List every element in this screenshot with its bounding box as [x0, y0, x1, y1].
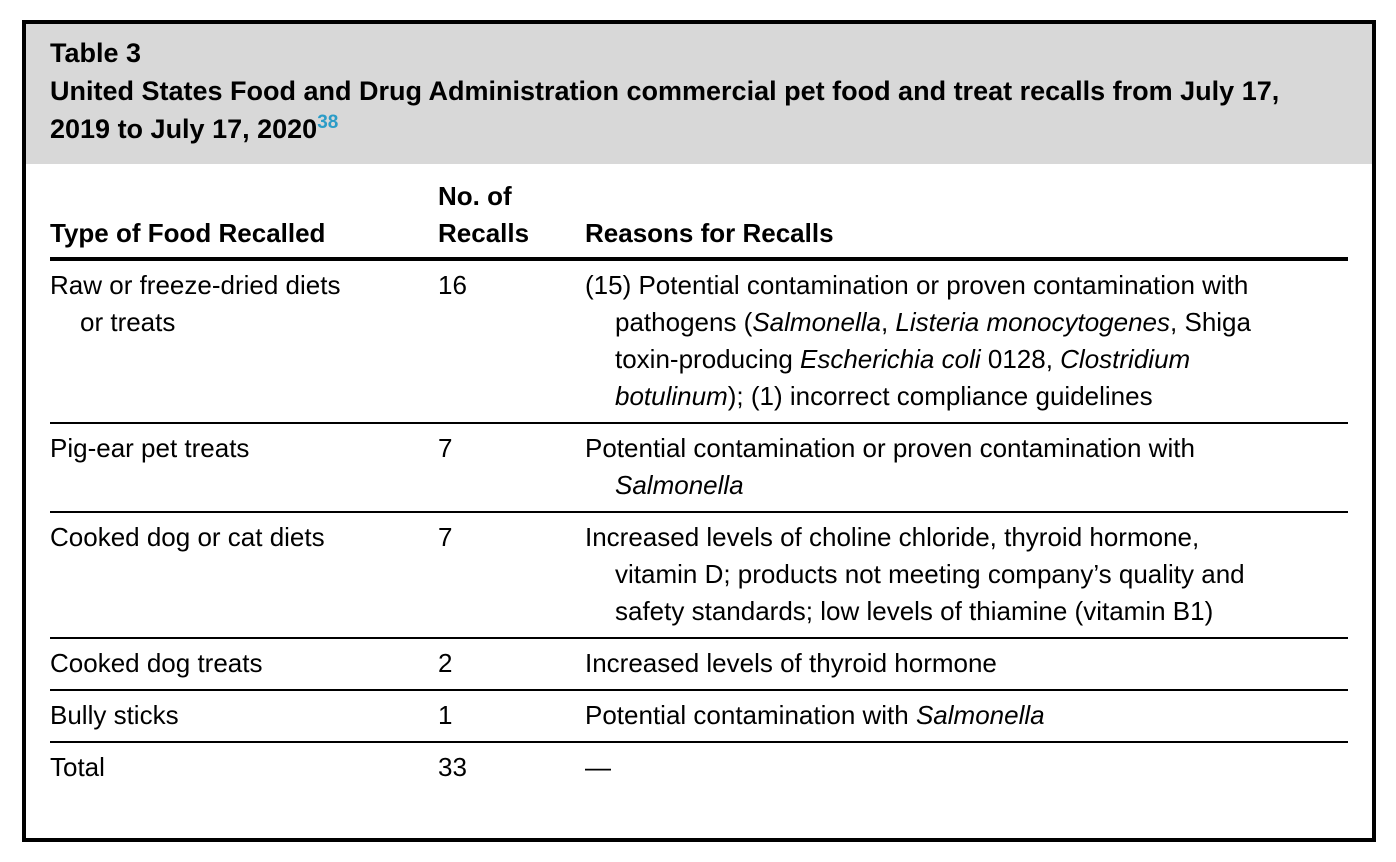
col-header-type: Type of Food Recalled	[50, 218, 326, 248]
cell-count: 16	[438, 270, 467, 300]
cell-type: Cooked dog treats	[50, 648, 263, 678]
col-header-count: No. of Recalls	[438, 181, 530, 248]
table-title-text: United States Food and Drug Administrati…	[50, 76, 1280, 144]
table-header-row: Type of Food Recalled No. of Recalls Rea…	[50, 164, 1348, 261]
table-row: Raw or freeze-dried diets or treats 16 (…	[50, 261, 1348, 424]
cell-type: Total	[50, 752, 105, 782]
table-panel: Table 3 United States Food and Drug Admi…	[22, 20, 1376, 842]
table-row: Cooked dog or cat diets 7 Increased leve…	[50, 513, 1348, 639]
table-title: United States Food and Drug Administrati…	[50, 72, 1346, 148]
table-row: Total 33 —	[50, 743, 1348, 793]
table-row: Cooked dog treats 2 Increased levels of …	[50, 639, 1348, 691]
table-caption: Table 3 United States Food and Drug Admi…	[26, 24, 1372, 164]
cell-count: 1	[438, 700, 453, 730]
cell-reasons: Potential contamination with Salmonella	[585, 700, 1045, 730]
table-body: Raw or freeze-dried diets or treats 16 (…	[50, 261, 1348, 793]
cell-type: Cooked dog or cat diets	[50, 522, 325, 552]
cell-reasons: —	[585, 752, 611, 782]
col-header-reasons: Reasons for Recalls	[585, 218, 834, 248]
cell-reasons: Increased levels of thyroid hormone	[585, 648, 997, 678]
cell-count: 7	[438, 433, 453, 463]
cell-type: Pig-ear pet treats	[50, 433, 250, 463]
cell-count: 2	[438, 648, 453, 678]
table-row: Pig-ear pet treats 7 Potential contamina…	[50, 424, 1348, 513]
cell-type: Bully sticks	[50, 700, 179, 730]
cell-reasons: Potential contamination or proven contam…	[585, 433, 1195, 500]
cell-reasons: (15) Potential contamination or proven c…	[585, 270, 1251, 411]
table-label: Table 3	[50, 38, 142, 68]
recalls-table: Type of Food Recalled No. of Recalls Rea…	[26, 164, 1372, 793]
cell-type: Raw or freeze-dried diets or treats	[50, 270, 341, 337]
footnote-ref-link[interactable]: 38	[317, 112, 339, 133]
cell-count: 33	[438, 752, 467, 782]
cell-reasons: Increased levels of choline chloride, th…	[585, 522, 1245, 626]
cell-count: 7	[438, 522, 453, 552]
table-row: Bully sticks 1 Potential contamination w…	[50, 691, 1348, 743]
